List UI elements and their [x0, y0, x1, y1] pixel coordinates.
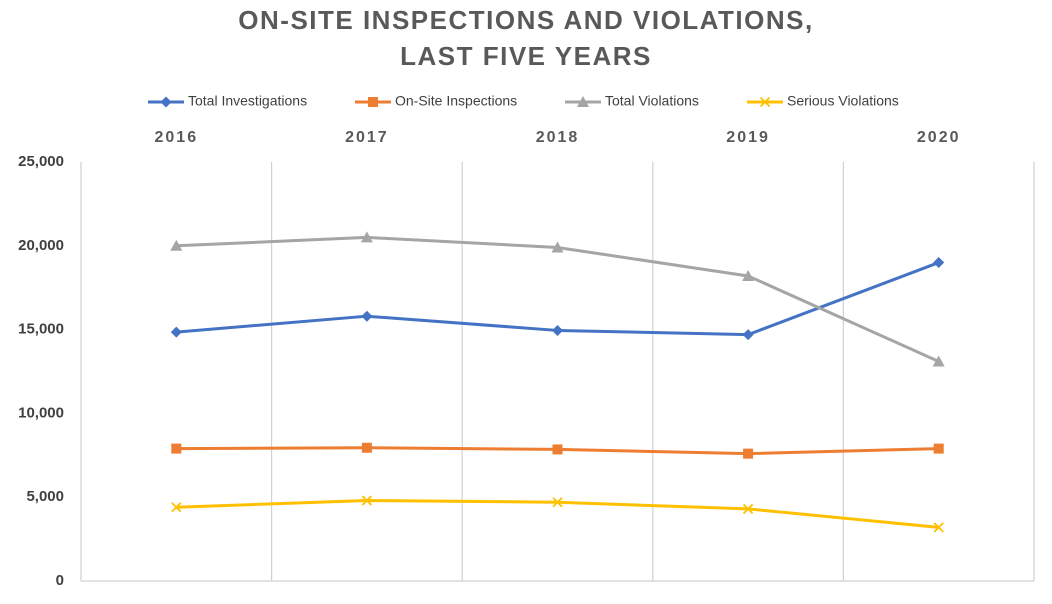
- marker: [361, 310, 373, 322]
- marker: [933, 443, 944, 454]
- marker: [170, 239, 183, 251]
- x-tick-label: 2016: [155, 129, 199, 146]
- x-tick-label: 2017: [345, 129, 389, 146]
- y-tick-label: 5,000: [26, 488, 64, 505]
- y-tick-label: 25,000: [18, 153, 64, 170]
- marker: [160, 96, 172, 108]
- marker: [552, 444, 563, 455]
- y-tick-label: 20,000: [18, 237, 64, 254]
- marker: [171, 502, 182, 513]
- series-line: [176, 499, 939, 529]
- y-tick-label: 10,000: [18, 404, 64, 421]
- marker: [361, 442, 372, 453]
- marker: [361, 495, 373, 506]
- series-line: [176, 235, 940, 363]
- marker: [742, 269, 755, 281]
- x-tick-label: 2018: [536, 129, 580, 146]
- y-tick-label: 0: [56, 572, 64, 589]
- marker: [577, 96, 589, 107]
- legend-label: Total Investigations: [188, 93, 307, 109]
- chart-title: LAST FIVE YEARS: [400, 41, 652, 71]
- marker: [360, 231, 373, 243]
- marker: [171, 443, 182, 454]
- legend-label: Total Violations: [605, 93, 699, 109]
- marker: [368, 97, 378, 107]
- marker: [552, 324, 563, 336]
- legend-label: On-Site Inspections: [395, 93, 517, 109]
- marker: [170, 326, 182, 338]
- marker: [743, 448, 754, 459]
- series-line: [176, 261, 940, 337]
- marker: [551, 241, 564, 253]
- marker: [933, 257, 945, 269]
- y-tick-label: 15,000: [18, 321, 64, 338]
- legend-label: Serious Violations: [787, 93, 899, 109]
- marker: [932, 355, 945, 367]
- marker: [552, 497, 563, 508]
- marker: [742, 503, 754, 515]
- x-tick-label: 2020: [917, 129, 961, 146]
- marker: [933, 522, 944, 533]
- marker: [742, 329, 754, 341]
- marker: [759, 96, 771, 108]
- chart-title: ON-SITE INSPECTIONS AND VIOLATIONS,: [238, 5, 813, 35]
- x-tick-label: 2019: [726, 129, 770, 146]
